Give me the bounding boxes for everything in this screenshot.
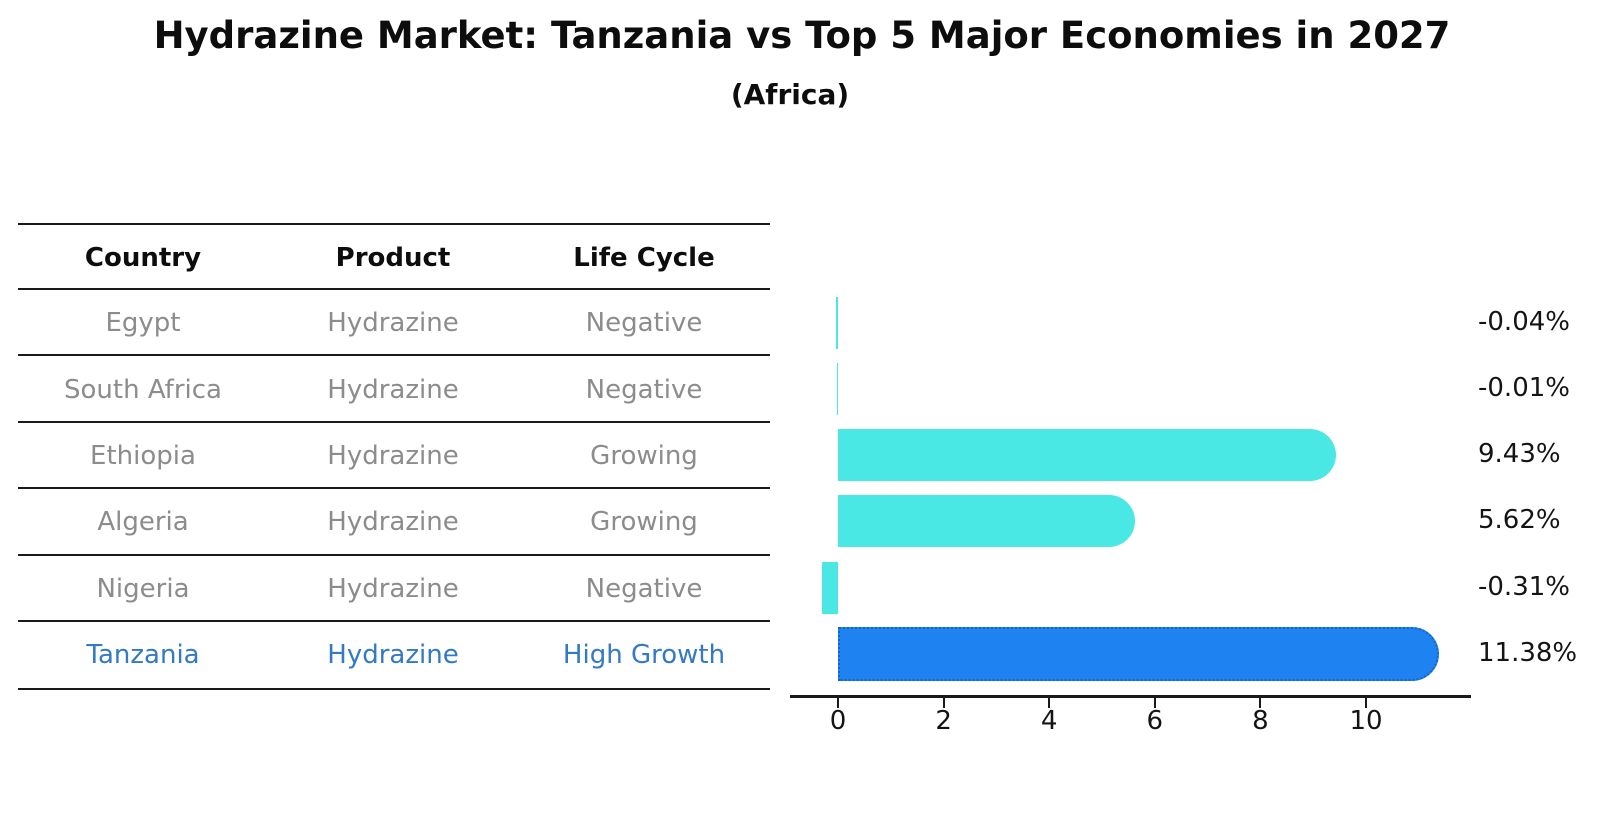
value-label-nigeria: -0.31%: [1478, 571, 1570, 602]
table-cell: Hydrazine: [327, 374, 459, 405]
table-cell: Hydrazine: [327, 640, 459, 671]
table-cell: Product: [335, 242, 451, 273]
value-label-tanzania: 11.38%: [1478, 638, 1578, 668]
value-label-ethiopia: 9.43%: [1478, 439, 1561, 470]
value-label-south-africa: -0.01%: [1478, 372, 1570, 403]
table-cell: South Africa: [64, 374, 222, 405]
table-cell: Negative: [585, 573, 703, 604]
x-axis-tick: [942, 698, 945, 708]
table-cell: Egypt: [105, 308, 181, 339]
table-row-header: Country Product Life Cycle: [18, 223, 770, 290]
table-cell: Algeria: [97, 507, 189, 538]
table-cell: Nigeria: [96, 573, 190, 604]
table-row-nigeria: Nigeria Hydrazine Negative: [18, 553, 770, 622]
x-axis-tick: [1048, 698, 1051, 708]
table-cell: High Growth: [562, 640, 726, 671]
chart-title: Hydrazine Market: Tanzania vs Top 5 Majo…: [153, 14, 1451, 57]
table-cell: Growing: [590, 440, 698, 471]
x-axis-tick: [1153, 698, 1156, 708]
table-cell: Tanzania: [86, 640, 200, 671]
table-cell: Hydrazine: [327, 507, 459, 538]
x-axis-tick: [1365, 698, 1367, 708]
table-cell: Ethiopia: [90, 440, 196, 471]
table-cell: Growing: [590, 507, 698, 538]
bar-egypt: [835, 296, 838, 349]
x-axis-line: [790, 695, 1471, 698]
x-axis-tick-label: 8: [1252, 706, 1269, 736]
table-cell: Country: [84, 242, 202, 273]
bar-tanzania: [838, 627, 1439, 681]
table-row-algeria: Algeria Hydrazine Growing: [18, 487, 770, 555]
bar-algeria: [838, 495, 1135, 548]
bar-ethiopia: [838, 429, 1336, 482]
bar-south-africa: [837, 362, 838, 415]
value-label-algeria: 5.62%: [1478, 505, 1561, 536]
table-row-tanzania: Tanzania Hydrazine High Growth: [18, 620, 770, 691]
table-cell: Life Cycle: [573, 242, 715, 273]
table-cell: Negative: [585, 308, 703, 339]
table-row-egypt: Egypt Hydrazine Negative: [18, 288, 770, 356]
table-row-south-africa: South Africa Hydrazine Negative: [18, 354, 770, 422]
x-axis-tick-label: 6: [1146, 706, 1164, 736]
table-cell: Hydrazine: [327, 440, 459, 471]
x-axis-tick: [837, 698, 839, 708]
table-row-ethiopia: Ethiopia Hydrazine Growing: [18, 420, 770, 489]
value-label-egypt: -0.04%: [1478, 306, 1570, 337]
table-cell: Hydrazine: [327, 573, 459, 604]
chart-subtitle: (Africa): [730, 78, 850, 111]
x-axis-tick-label: 2: [935, 706, 952, 736]
table-cell: Hydrazine: [327, 308, 459, 339]
x-axis-tick: [1259, 698, 1262, 708]
x-axis-tick-label: 0: [829, 706, 847, 736]
table-cell: Negative: [585, 374, 703, 405]
bar-nigeria: [821, 561, 838, 614]
x-axis-tick-label: 10: [1349, 706, 1383, 736]
x-axis-tick-label: 4: [1040, 706, 1058, 736]
